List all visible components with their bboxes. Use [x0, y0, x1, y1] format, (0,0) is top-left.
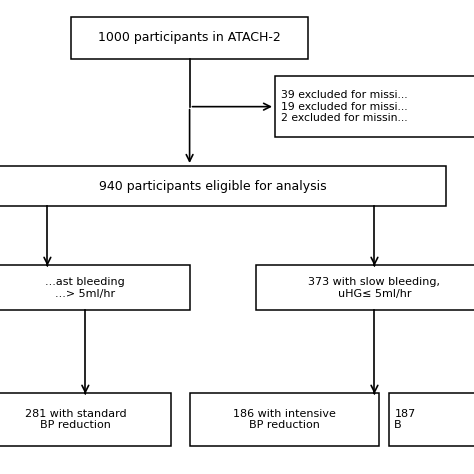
FancyBboxPatch shape — [389, 393, 474, 446]
FancyBboxPatch shape — [0, 265, 190, 310]
Text: 281 with standard
BP reduction: 281 with standard BP reduction — [25, 409, 127, 430]
Text: 186 with intensive
BP reduction: 186 with intensive BP reduction — [233, 409, 336, 430]
FancyBboxPatch shape — [0, 166, 446, 206]
Text: 1000 participants in ATACH-2: 1000 participants in ATACH-2 — [98, 31, 281, 45]
FancyBboxPatch shape — [256, 265, 474, 310]
FancyBboxPatch shape — [275, 76, 474, 137]
FancyBboxPatch shape — [0, 393, 171, 446]
Text: ...ast bleeding
...> 5ml/hr: ...ast bleeding ...> 5ml/hr — [46, 277, 125, 299]
FancyBboxPatch shape — [71, 17, 308, 59]
Text: 940 participants eligible for analysis: 940 participants eligible for analysis — [100, 180, 327, 192]
Text: 373 with slow bleeding,
uHG≤ 5ml/hr: 373 with slow bleeding, uHG≤ 5ml/hr — [309, 277, 440, 299]
Text: 187
B: 187 B — [394, 409, 416, 430]
FancyBboxPatch shape — [190, 393, 379, 446]
Text: 39 excluded for missi...
19 excluded for missi...
2 excluded for missin...: 39 excluded for missi... 19 excluded for… — [281, 90, 407, 123]
